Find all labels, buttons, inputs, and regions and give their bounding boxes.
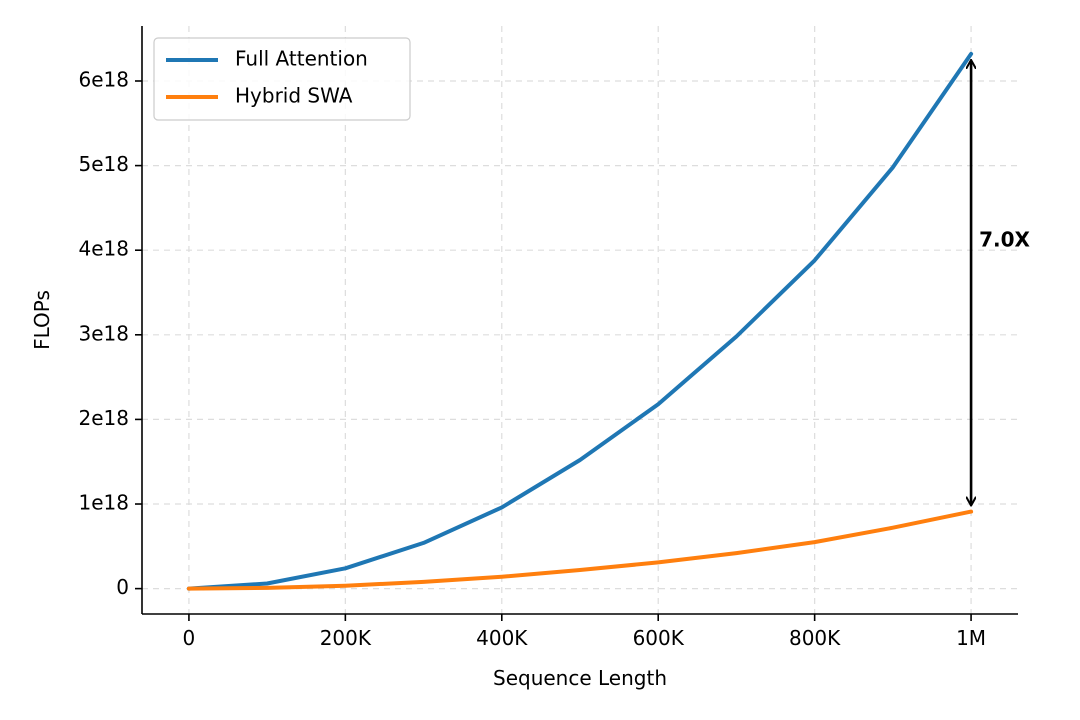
- y-tick-label: 3e18: [79, 321, 129, 345]
- x-ticks: 0 200K 400K 600K 800K 1M: [183, 614, 986, 650]
- axes: [141, 26, 1018, 615]
- y-tick-label: 2e18: [79, 406, 129, 430]
- legend-label-hybrid-swa: Hybrid SWA: [235, 84, 353, 108]
- y-ticks: 0 1e18 2e18 3e18 4e18 5e18 6e18: [79, 67, 142, 599]
- y-tick-label: 6e18: [79, 67, 129, 91]
- legend: Full Attention Hybrid SWA: [153, 37, 411, 121]
- legend-label-full-attention: Full Attention: [235, 47, 368, 71]
- x-tick-label: 400K: [476, 626, 528, 650]
- annotation: 7.0X: [971, 61, 1031, 505]
- x-tick-label: 800K: [789, 626, 841, 650]
- difference-label: 7.0X: [979, 227, 1030, 251]
- series-line-full-attention: [186, 51, 974, 591]
- x-tick-label: 1M: [956, 626, 986, 650]
- y-axis-label: FLOPs: [30, 290, 54, 350]
- series: [186, 51, 974, 591]
- y-tick-label: 5e18: [79, 152, 129, 176]
- y-tick-label: 0: [116, 575, 129, 599]
- x-tick-label: 0: [183, 626, 196, 650]
- x-axis-label: Sequence Length: [493, 666, 667, 690]
- x-tick-label: 200K: [320, 626, 372, 650]
- series-line-hybrid-swa: [186, 509, 974, 591]
- y-tick-label: 1e18: [79, 491, 129, 515]
- y-tick-label: 4e18: [79, 237, 129, 261]
- x-tick-label: 600K: [633, 626, 685, 650]
